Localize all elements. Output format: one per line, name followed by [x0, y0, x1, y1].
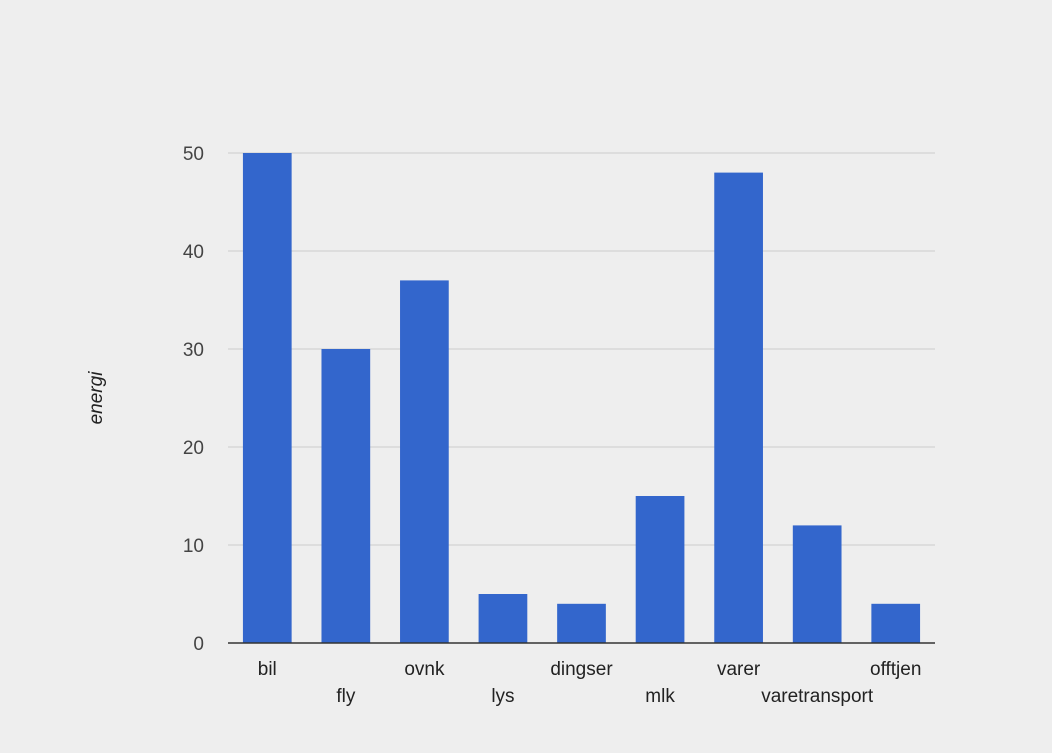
bar-offtjen[interactable]: [871, 603, 921, 643]
bar-mlk[interactable]: [635, 496, 685, 643]
bar-varetransport[interactable]: [792, 525, 842, 643]
bar-fly[interactable]: [321, 349, 371, 643]
bar-varer[interactable]: [714, 172, 763, 643]
y-tick-labels: 0 10 20 30 40 50: [183, 144, 204, 655]
bar-ovnk[interactable]: [400, 280, 449, 643]
x-category-labels: bil fly ovnk lys dingser mlk varervaretranspor…: [258, 659, 922, 707]
y-tick-label: 0: [193, 634, 204, 655]
x-category-label: fly: [336, 686, 356, 707]
x-category-label: varer: [717, 659, 761, 680]
y-tick-label: 20: [183, 438, 204, 459]
x-category-label: ovnk: [404, 659, 445, 680]
x-category-label: bil: [258, 659, 277, 680]
bar-bil[interactable]: [242, 153, 292, 643]
x-category-label: lys: [491, 686, 514, 707]
x-category-label: offtjen: [870, 659, 921, 680]
x-category-label: mlk: [645, 686, 675, 707]
y-tick-label: 40: [183, 242, 204, 263]
y-tick-label: 10: [183, 536, 204, 557]
y-axis-label: energi: [86, 371, 107, 425]
x-category-label: varetransport: [761, 686, 874, 707]
bar-lys[interactable]: [478, 594, 528, 643]
x-category-label: dingser: [550, 659, 613, 680]
bar-dingser[interactable]: [557, 603, 606, 643]
y-tick-label: 30: [183, 340, 204, 361]
bars: [242, 153, 921, 643]
y-tick-label: 50: [183, 144, 204, 165]
